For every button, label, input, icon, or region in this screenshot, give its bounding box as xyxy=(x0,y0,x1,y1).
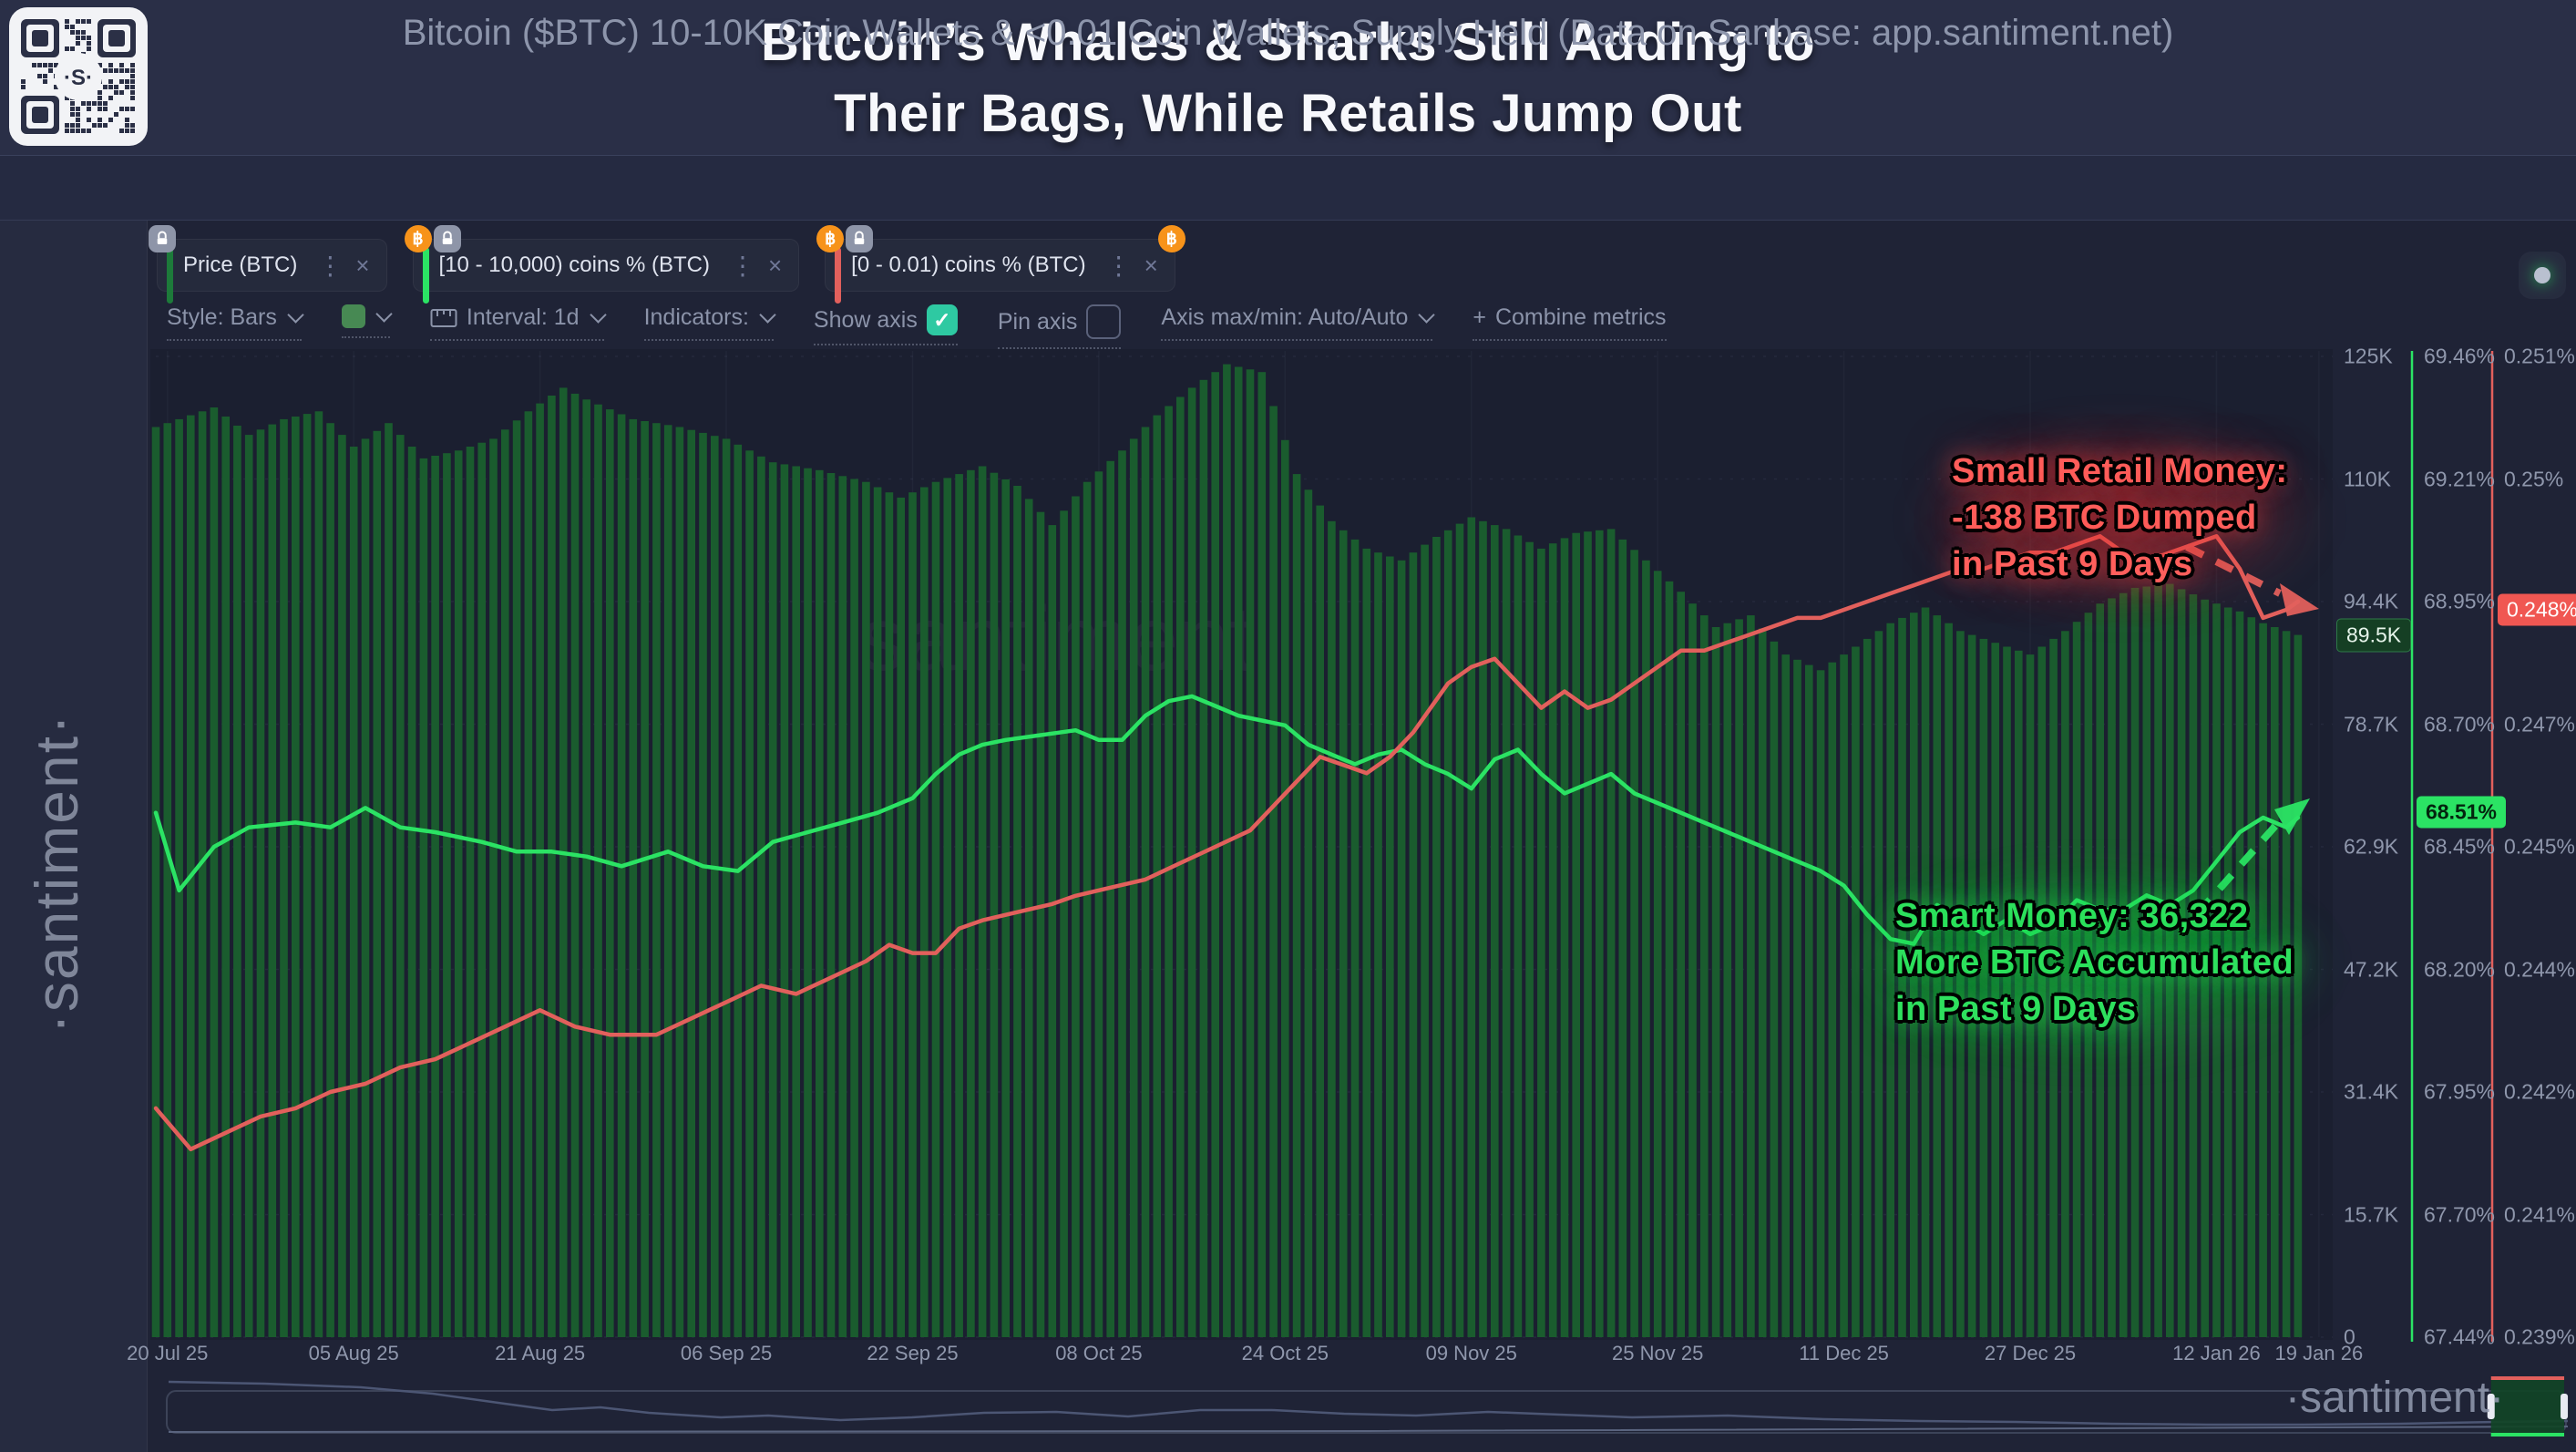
close-icon[interactable]: × xyxy=(1144,251,1158,279)
red-last-value-badge: 0.248% xyxy=(2498,593,2576,626)
status-dot-icon xyxy=(2534,267,2550,283)
close-icon[interactable]: × xyxy=(355,251,370,279)
ruler-icon xyxy=(430,308,457,327)
bottom-watermark: ·santiment· xyxy=(2285,1374,2505,1422)
price-last-value-badge: 89.5K xyxy=(2336,618,2412,653)
show-axis-label: Show axis xyxy=(813,306,918,333)
annotation-smart-money: Smart Money: 36,322 More BTC Accumulated… xyxy=(1855,862,2335,1064)
brush-handle-left xyxy=(2487,1394,2495,1419)
annotation-glow xyxy=(1855,862,2335,1064)
annotation-retail: Small Retail Money: -138 BTC Dumped in P… xyxy=(1912,417,2328,619)
metric-chips-row: Price (BTC) ⋮ × ฿ [10 - 10,000) coins % … xyxy=(149,225,1185,304)
btc-icon: ฿ xyxy=(816,225,845,252)
subtitle-bar xyxy=(0,156,2576,221)
interval-label: Interval: 1d xyxy=(466,304,580,330)
style-dropdown[interactable]: Style: Bars xyxy=(167,304,304,341)
svg-text:·S·: ·S· xyxy=(64,66,93,90)
chart-toolbar: Style: Bars Interval: 1d Indicators: Sho… xyxy=(167,304,1667,349)
metric-chip-label: Price (BTC) xyxy=(183,252,298,277)
metric-color-bar xyxy=(422,247,429,304)
pin-axis-toggle[interactable]: Pin axis xyxy=(997,304,1122,349)
chart-settings-button[interactable] xyxy=(2519,252,2566,299)
chevron-down-icon xyxy=(759,306,776,324)
brush-handle-right xyxy=(2561,1394,2569,1419)
indicators-dropdown[interactable]: Indicators: xyxy=(643,304,776,341)
minimap-brush[interactable] xyxy=(2487,1376,2569,1437)
annotation-line: in Past 9 Days xyxy=(1952,545,2193,583)
kebab-menu-icon[interactable]: ⋮ xyxy=(729,251,755,280)
annotation-line: -138 BTC Dumped xyxy=(1952,499,2257,537)
metric-color-bar xyxy=(835,247,842,304)
color-swatch xyxy=(341,304,365,328)
qr-code: ·S· xyxy=(7,5,149,152)
chevron-down-icon xyxy=(287,306,304,324)
show-axis-toggle[interactable]: Show axis ✓ xyxy=(813,304,958,345)
kebab-menu-icon[interactable]: ⋮ xyxy=(1105,251,1132,280)
header xyxy=(0,0,2576,156)
close-icon[interactable]: × xyxy=(767,251,783,279)
interval-dropdown[interactable]: Interval: 1d xyxy=(429,304,607,341)
btc-icon: ฿ xyxy=(404,225,432,252)
metric-color-bar xyxy=(167,247,173,304)
pin-axis-label: Pin axis xyxy=(997,308,1078,335)
combine-metrics-button[interactable]: + Combine metrics xyxy=(1473,304,1667,341)
chevron-down-icon xyxy=(375,304,393,323)
metric-chip-10-10000-coins[interactable]: ฿ [10 - 10,000) coins % (BTC) ⋮ × xyxy=(404,225,800,304)
lock-icon xyxy=(149,225,176,252)
metric-chip-price[interactable]: Price (BTC) ⋮ × xyxy=(149,225,387,304)
axis-maxmin-label: Axis max/min: Auto/Auto xyxy=(1161,304,1409,330)
annotation-glow xyxy=(1912,417,2328,619)
annotation-line: Small Retail Money: xyxy=(1952,452,2288,490)
combine-metrics-label: Combine metrics xyxy=(1494,304,1667,330)
annotation-line: Smart Money: 36,322 xyxy=(1895,897,2249,935)
metric-chip-0-001-coins[interactable]: ฿ ฿ [0 - 0.01) coins % (BTC) ⋮ × xyxy=(816,225,1185,304)
annotation-line: More BTC Accumulated xyxy=(1895,943,2294,982)
page-title-line2: Their Bags, While Retails Jump Out xyxy=(834,84,1742,143)
chart-subtitle: Bitcoin ($BTC) 10-10K Coin Wallets & <0.… xyxy=(402,13,2174,53)
color-swatch-dropdown[interactable] xyxy=(341,304,393,338)
chevron-down-icon xyxy=(589,306,607,324)
left-watermark: ·santiment· xyxy=(23,712,90,1035)
metric-chip-label: [10 - 10,000) coins % (BTC) xyxy=(438,252,710,277)
qr-code-image: ·S· xyxy=(9,7,148,146)
plus-icon: + xyxy=(1473,304,1486,330)
indicators-label: Indicators: xyxy=(643,304,749,330)
lock-icon xyxy=(433,225,461,252)
green-last-value-badge: 68.51% xyxy=(2417,796,2507,829)
annotation-line: in Past 9 Days xyxy=(1895,990,2137,1028)
pin-axis-checkbox[interactable] xyxy=(1086,304,1122,339)
left-rail xyxy=(0,221,148,1452)
chevron-down-icon xyxy=(1418,306,1436,324)
btc-icon: ฿ xyxy=(1157,225,1185,252)
metric-chip-label: [0 - 0.01) coins % (BTC) xyxy=(851,252,1086,277)
style-label: Style: Bars xyxy=(167,304,277,330)
page-title: Bitcoin’s Whales & Sharks Still Adding t… xyxy=(0,7,2576,149)
axis-maxmin-dropdown[interactable]: Axis max/min: Auto/Auto xyxy=(1161,304,1436,341)
show-axis-checkbox[interactable]: ✓ xyxy=(926,304,958,335)
kebab-menu-icon[interactable]: ⋮ xyxy=(317,251,344,280)
lock-icon xyxy=(846,225,874,252)
page-title-line1: Bitcoin’s Whales & Sharks Still Adding t… xyxy=(761,13,1815,72)
